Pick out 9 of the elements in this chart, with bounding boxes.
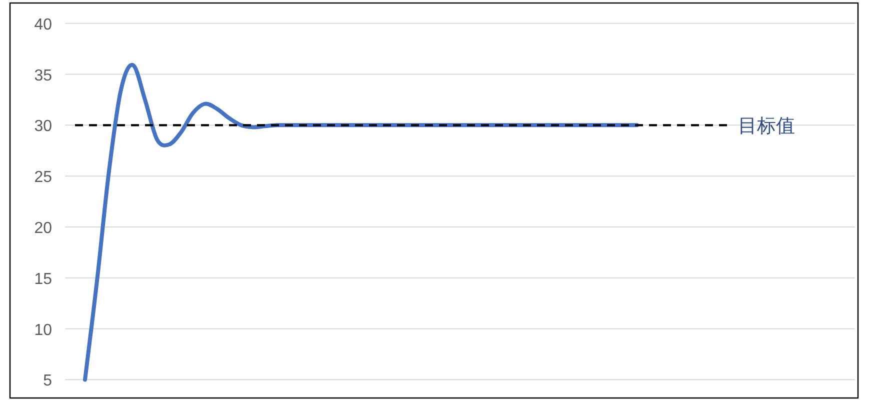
y-tick-label: 35 [34,67,52,84]
y-tick-label: 40 [34,16,52,34]
y-tick-label: 5 [43,372,52,390]
ref-line-label: 目标值 [738,116,795,138]
y-tick-label: 10 [34,322,52,339]
y-tick-label: 25 [34,169,52,186]
y-tick-label: 30 [34,118,52,136]
y-tick-label: 15 [34,270,52,288]
y-tick-label: 20 [34,220,52,237]
